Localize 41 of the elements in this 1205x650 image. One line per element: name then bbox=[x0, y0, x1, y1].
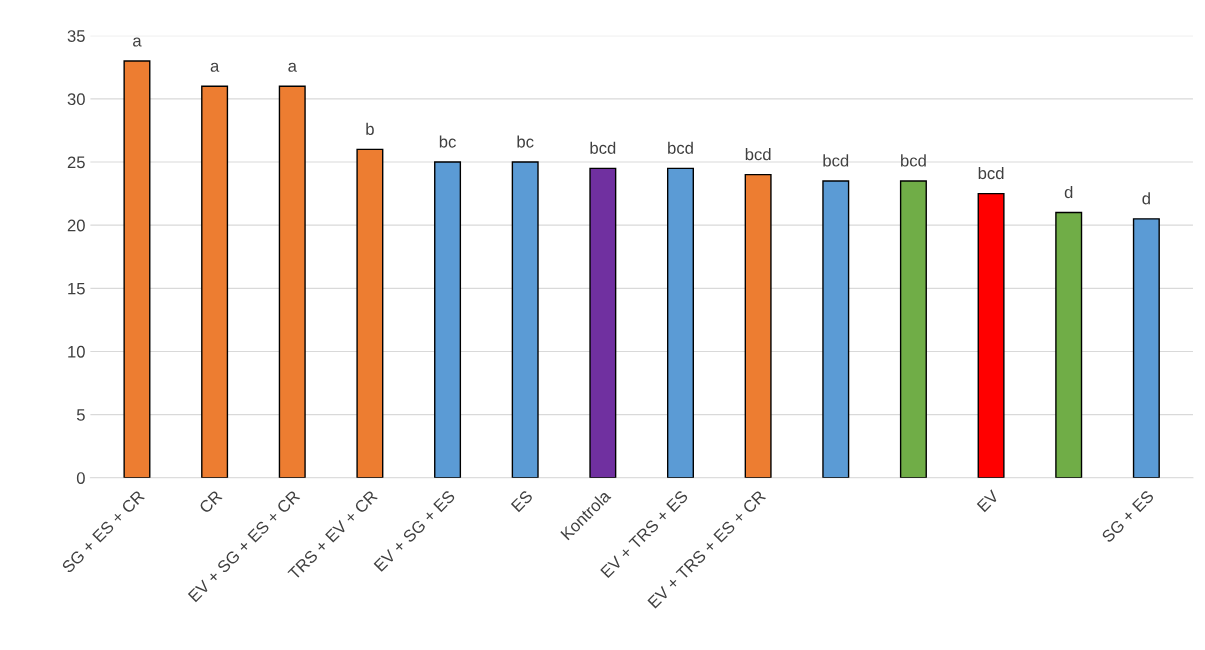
bar bbox=[899, 180, 927, 478]
bar bbox=[1055, 211, 1083, 478]
data-label: bcd bbox=[745, 148, 771, 161]
x-tick-label: SG + ES + CR bbox=[61, 489, 146, 574]
y-tick-label: 20 bbox=[67, 219, 85, 232]
bar bbox=[589, 167, 617, 478]
data-label: bcd bbox=[901, 154, 926, 167]
bar bbox=[666, 167, 694, 478]
y-tick-label: 15 bbox=[68, 282, 85, 295]
x-tick-label: SG + ES bbox=[1101, 489, 1155, 544]
data-label: a bbox=[133, 37, 142, 47]
bar bbox=[356, 148, 384, 478]
x-tick-label: ES bbox=[510, 489, 534, 513]
x-tick-label: CR bbox=[198, 489, 223, 514]
data-label: bcd bbox=[668, 141, 693, 154]
data-label: a bbox=[210, 62, 220, 72]
y-tick-label: 30 bbox=[67, 93, 85, 106]
data-label: bcd bbox=[590, 141, 616, 154]
y-tick-label: 5 bbox=[76, 409, 85, 421]
y-tick-label: 35 bbox=[67, 30, 85, 42]
data-label: a bbox=[288, 62, 297, 72]
y-tick-label: 10 bbox=[68, 345, 85, 358]
data-label: bcd bbox=[823, 154, 849, 167]
y-tick-label: 25 bbox=[67, 156, 85, 169]
bar bbox=[977, 192, 1005, 478]
x-tick-label: EV bbox=[976, 489, 1000, 513]
data-label: d bbox=[1064, 185, 1073, 199]
bar bbox=[511, 161, 539, 478]
y-tick-label: 0 bbox=[76, 472, 85, 484]
data-label: bcd bbox=[978, 166, 1004, 180]
data-label: b bbox=[366, 122, 374, 135]
bar bbox=[201, 85, 229, 478]
bar bbox=[278, 85, 306, 478]
bar bbox=[434, 161, 462, 478]
data-label: bc bbox=[517, 135, 534, 148]
bar bbox=[1132, 218, 1160, 478]
data-label: bc bbox=[439, 135, 456, 148]
bar bbox=[744, 173, 772, 478]
bar bbox=[822, 180, 850, 478]
data-label: d bbox=[1142, 192, 1150, 205]
bar bbox=[123, 60, 151, 478]
